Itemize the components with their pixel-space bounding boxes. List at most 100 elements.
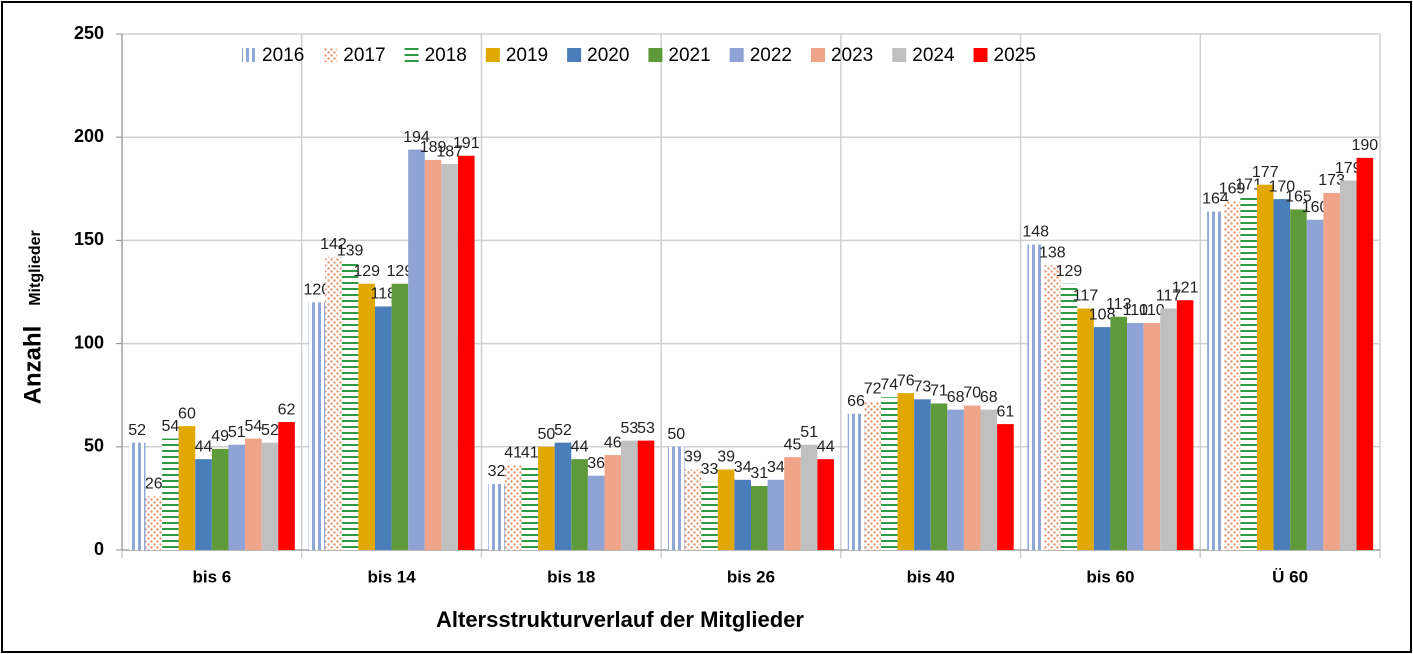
bar [784, 457, 801, 550]
data-label: 165 [1285, 189, 1312, 206]
data-label: 26 [145, 476, 163, 493]
legend-swatch [810, 48, 825, 62]
data-label: 110 [1139, 302, 1165, 319]
legend-label: 2023 [831, 45, 873, 66]
data-label: 52 [128, 422, 146, 439]
data-label: 52 [554, 422, 572, 439]
bar [488, 483, 505, 550]
data-label: 54 [244, 418, 262, 435]
bar [358, 283, 375, 550]
bar [441, 164, 458, 551]
bar [261, 442, 279, 550]
legend-swatch [567, 48, 582, 62]
bar [325, 256, 342, 550]
data-label: 169 [1219, 180, 1246, 197]
data-label: 45 [784, 436, 802, 453]
bar [1223, 201, 1241, 550]
data-label: 177 [1252, 164, 1279, 181]
data-label: 53 [620, 420, 638, 437]
bar [1077, 308, 1094, 550]
y-tick-label: 150 [74, 229, 104, 249]
legend-label: 2018 [425, 45, 467, 66]
bar [767, 479, 785, 550]
bar [1044, 265, 1061, 550]
bar [980, 409, 998, 550]
data-label: 118 [371, 286, 397, 303]
bar [1143, 322, 1161, 550]
legend-swatch [729, 48, 744, 62]
bar [1240, 197, 1257, 550]
bar [1060, 283, 1078, 550]
bar [880, 397, 898, 550]
data-label: 110 [1123, 302, 1149, 319]
bar [914, 399, 931, 550]
bar [408, 149, 425, 551]
x-axis-title: Altersstrukturverlauf der Mitglieder [436, 607, 804, 632]
bar [800, 444, 818, 550]
bar [1110, 316, 1128, 550]
bar [847, 413, 865, 550]
x-tick-label: bis 18 [547, 567, 595, 586]
data-label: 66 [847, 393, 865, 410]
y-axis-title: Anzahl [19, 326, 46, 405]
bar [1323, 192, 1340, 551]
data-label: 51 [228, 424, 246, 441]
bar [668, 446, 685, 550]
data-label: 52 [261, 422, 279, 439]
bar [424, 159, 442, 551]
bar [308, 302, 326, 550]
legend-swatch [242, 48, 256, 62]
data-label: 53 [637, 420, 655, 437]
legend-label: 2025 [994, 45, 1036, 66]
data-label: 194 [403, 129, 430, 146]
data-label: 44 [195, 438, 213, 455]
data-label: 129 [353, 263, 380, 280]
bar [211, 448, 229, 550]
bar [554, 442, 572, 550]
data-label: 62 [278, 401, 296, 418]
x-tick-label: bis 14 [367, 567, 416, 586]
bar [963, 405, 981, 550]
data-label: 173 [1318, 172, 1345, 189]
data-label: 49 [211, 428, 229, 445]
bar [128, 442, 146, 550]
x-tick-label: bis 26 [727, 567, 775, 586]
bar [897, 393, 915, 550]
legend-swatch [892, 48, 907, 62]
data-label: 76 [897, 372, 915, 389]
bar [684, 469, 702, 550]
legend-label: 2017 [343, 45, 385, 66]
data-label: 72 [864, 381, 882, 398]
data-label: 117 [1073, 288, 1099, 305]
bar [145, 496, 163, 550]
x-tick-label: bis 60 [1086, 567, 1134, 586]
legend-swatch [404, 48, 419, 62]
bar [1160, 308, 1177, 550]
bar [604, 455, 622, 550]
legend-label: 2022 [750, 45, 792, 66]
x-tick-label: Ü 60 [1272, 567, 1308, 586]
data-label: 61 [997, 403, 1015, 420]
bar [930, 403, 948, 550]
data-label: 129 [387, 263, 414, 280]
bar [571, 459, 588, 550]
data-label: 170 [1268, 178, 1295, 195]
bar [1290, 209, 1307, 550]
data-label: 44 [571, 438, 589, 455]
data-label: 46 [604, 434, 622, 451]
y-tick-label: 200 [74, 126, 104, 146]
data-label: 54 [161, 418, 179, 435]
data-label: 121 [1172, 279, 1199, 296]
data-label: 171 [1235, 176, 1262, 193]
y-tick-label: 50 [84, 436, 104, 456]
legend-swatch [323, 48, 338, 62]
bar [1273, 199, 1291, 550]
legend-swatch [973, 48, 988, 62]
bar [245, 438, 262, 550]
data-label: 164 [1202, 191, 1229, 208]
bar [341, 263, 359, 550]
data-label: 187 [436, 143, 463, 160]
data-label: 51 [800, 424, 818, 441]
bar [1127, 322, 1144, 550]
data-label: 39 [717, 449, 735, 466]
